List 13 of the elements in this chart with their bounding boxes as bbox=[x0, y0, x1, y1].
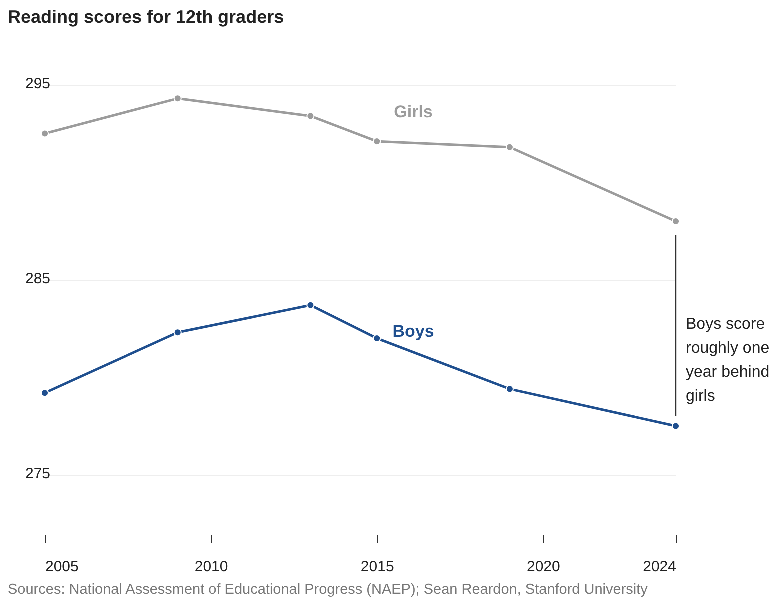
source-note: Sources: National Assessment of Educational Progress (NAEP); Sean Reardon, Stanford University bbox=[8, 582, 649, 598]
x-tick-label: 2010 bbox=[194, 558, 228, 576]
text: Boys score roughly one year behind girls bbox=[686, 316, 770, 405]
x-tick-label: 2024 bbox=[643, 558, 676, 576]
series-label: Boys bbox=[392, 322, 434, 341]
x-tick-label: 2020 bbox=[526, 558, 560, 576]
y-tick-label: 275 bbox=[26, 466, 51, 482]
series-label: Girls bbox=[394, 102, 433, 122]
x-tick-label: 2005 bbox=[46, 558, 79, 576]
y-tick-label: 285 bbox=[26, 270, 51, 288]
y-tick-label: 295 bbox=[26, 76, 51, 92]
chart-title: Reading scores for 12th graders bbox=[8, 7, 284, 27]
x-tick-label: 2015 bbox=[360, 558, 394, 576]
